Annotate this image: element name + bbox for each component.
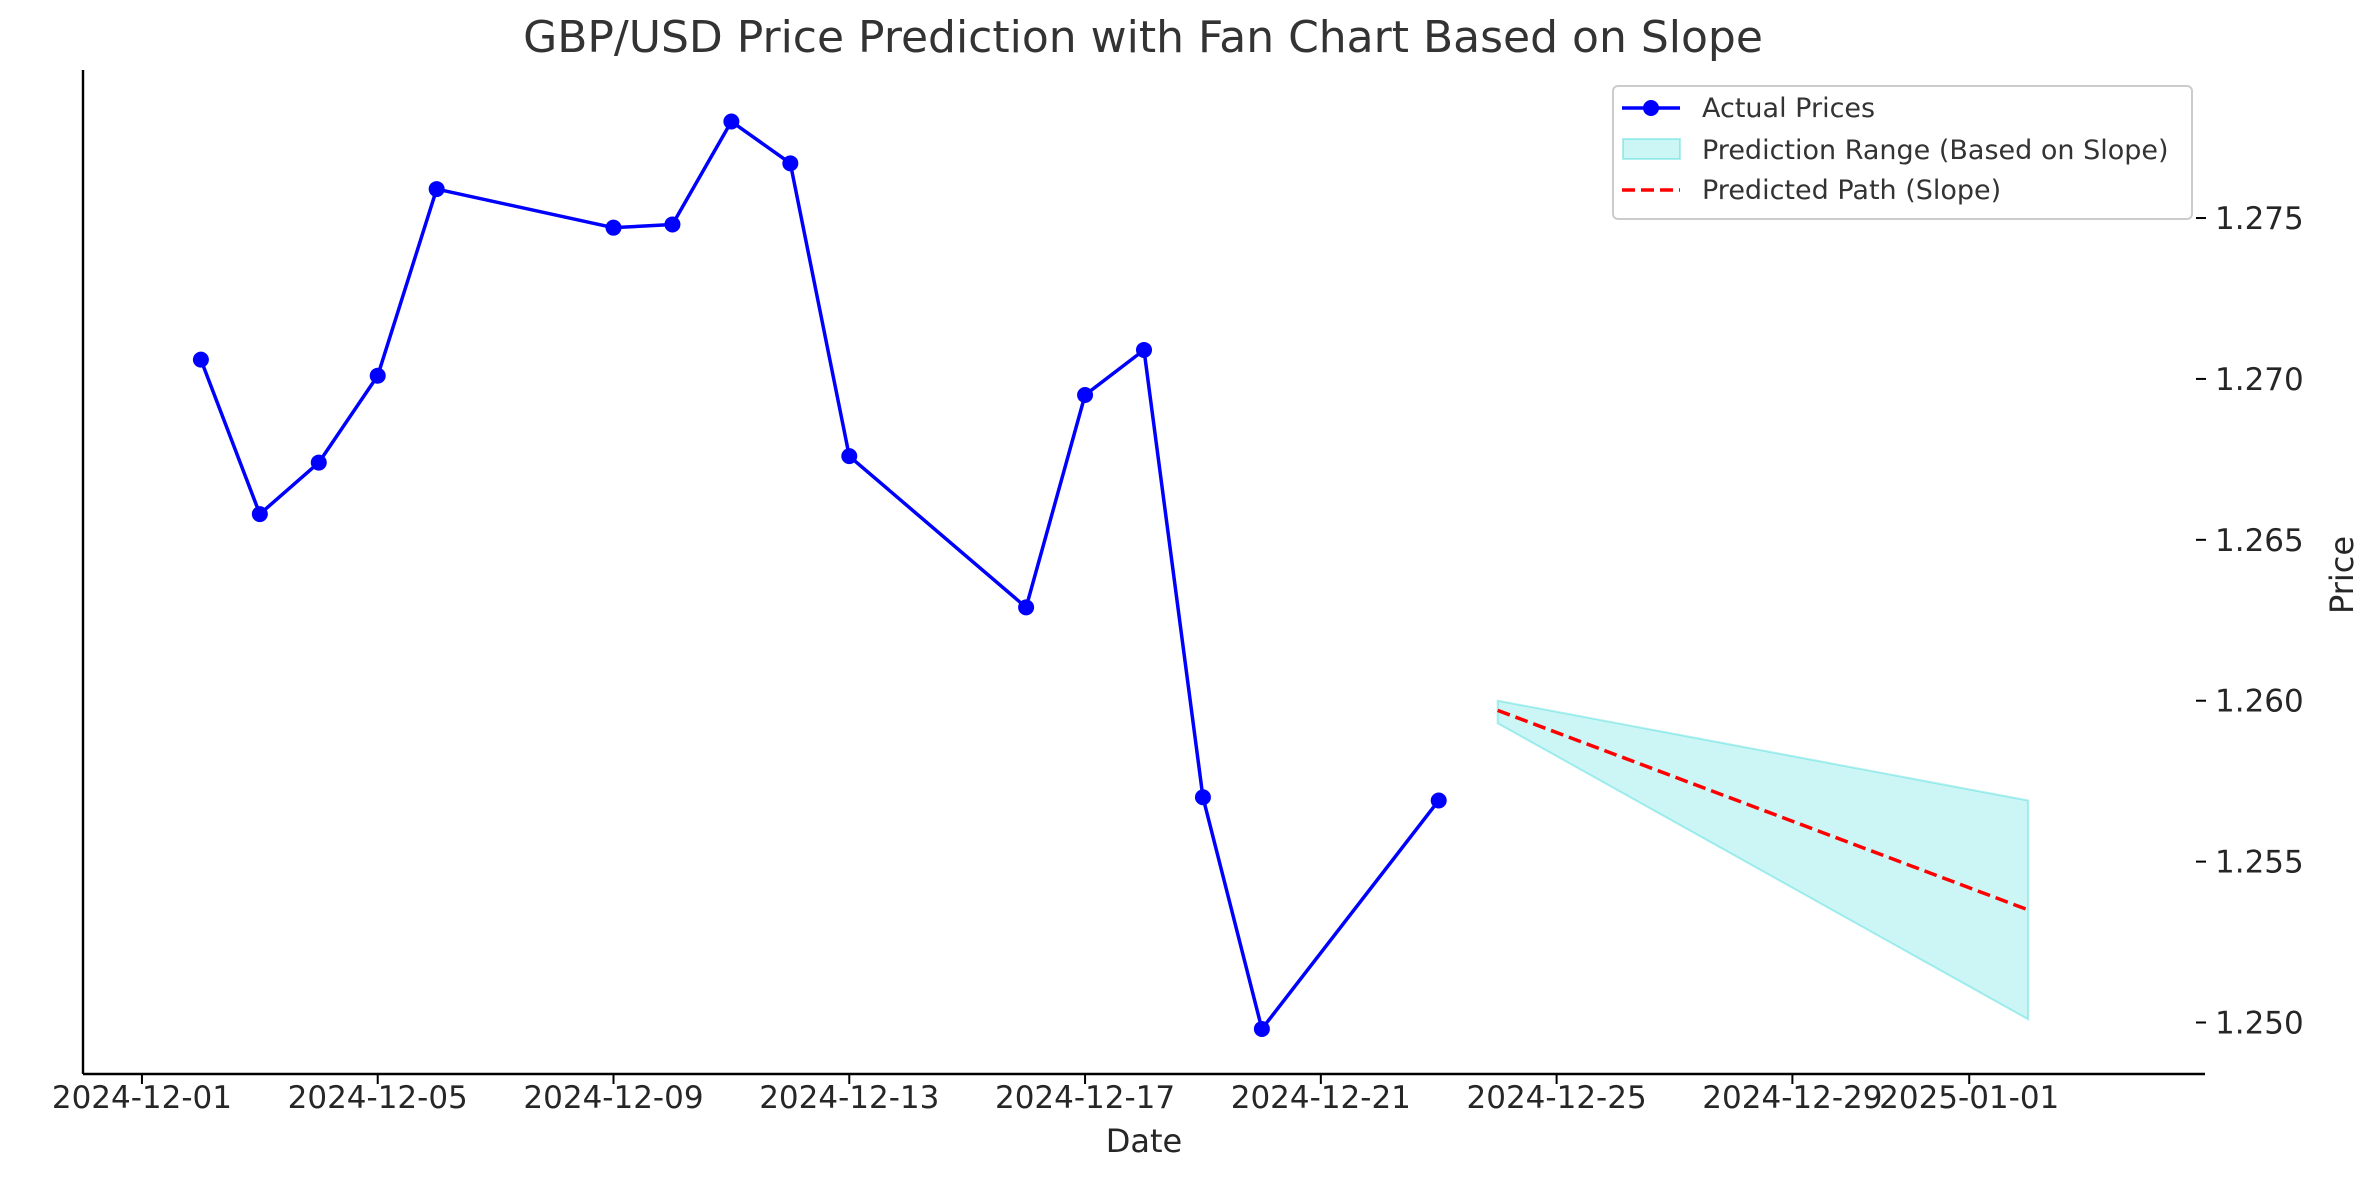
legend-label-predicted-path: Predicted Path (Slope) [1702, 175, 2001, 206]
series-lines-layer [199, 119, 2029, 1031]
actual-price-point [192, 351, 209, 368]
prediction-range-layer [1496, 699, 2030, 1021]
actual-price-point [1136, 341, 1152, 358]
x-tick-label: 2024-12-09 [523, 1080, 703, 1116]
actual-price-point [782, 155, 799, 172]
actual-price-point [1194, 789, 1211, 806]
actual-price-point [310, 454, 327, 471]
y-axis-label: Price [2323, 536, 2361, 614]
legend-box [1612, 85, 2193, 220]
actual-price-point [1018, 599, 1035, 616]
chart-title: GBP/USD Price Prediction with Fan Chart … [523, 12, 1763, 63]
legend: Actual Prices Prediction Range (Based on… [1612, 85, 2193, 220]
markers-layer [192, 113, 1447, 1037]
axes [81, 70, 2205, 1076]
x-tick-label: 2024-12-21 [1231, 1080, 1411, 1116]
legend-item-prediction-range: Prediction Range (Based on Slope) [1622, 135, 2169, 166]
actual-price-point [664, 216, 681, 233]
prediction-range-band [1496, 699, 2030, 1021]
legend-marker-actual-prices [1643, 100, 1659, 116]
x-tick-label: 2024-12-17 [995, 1080, 1175, 1116]
legend-label-actual-prices: Actual Prices [1702, 93, 1875, 124]
y-tick-label: 1.265 [2215, 523, 2304, 559]
legend-swatch-prediction-range [1622, 138, 1681, 160]
x-tick-label: 2024-12-29 [1702, 1080, 1882, 1116]
x-ticks: 2024-12-01 2024-12-05 2024-12-09 2024-12-13… [52, 1074, 2059, 1116]
x-tick-label: 2024-12-25 [1467, 1080, 1647, 1116]
y-tick-label: 1.270 [2215, 362, 2304, 398]
y-tick-label: 1.255 [2215, 845, 2304, 881]
y-tick-label: 1.250 [2215, 1006, 2304, 1042]
actual-price-point [605, 219, 622, 236]
actual-price-point [841, 448, 858, 465]
actual-price-point [1430, 792, 1447, 809]
x-tick-label: 2025-01-01 [1879, 1080, 2059, 1116]
x-tick-label: 2024-12-05 [288, 1080, 468, 1116]
actual-price-point [1077, 387, 1094, 404]
y-tick-label: 1.260 [2215, 684, 2304, 720]
legend-item-actual-prices: Actual Prices [1622, 93, 1875, 124]
y-tick-label: 1.275 [2215, 201, 2304, 237]
x-axis-label: Date [1106, 1122, 1182, 1160]
legend-label-prediction-range: Prediction Range (Based on Slope) [1702, 135, 2169, 166]
actual-price-point [723, 113, 740, 130]
y-ticks: 1.250 1.255 1.260 1.265 1.270 1.275 [2196, 201, 2304, 1042]
actual-price-point [251, 506, 268, 523]
actual-price-point [428, 181, 445, 198]
actual-prices-line [199, 119, 1441, 1031]
actual-price-point [369, 367, 386, 384]
x-tick-label: 2024-12-13 [759, 1080, 939, 1116]
x-tick-label: 2024-12-01 [52, 1080, 232, 1116]
legend-item-predicted-path: Predicted Path (Slope) [1622, 175, 2001, 206]
actual-price-point [1253, 1020, 1270, 1037]
